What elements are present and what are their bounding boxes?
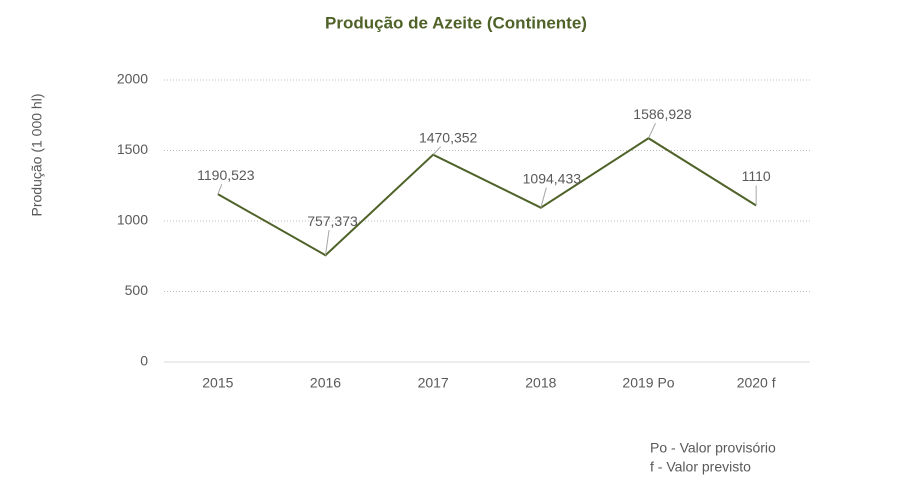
leader-line bbox=[432, 146, 442, 156]
data-label: 1190,523 bbox=[197, 167, 255, 183]
data-label: 1470,352 bbox=[419, 129, 478, 145]
data-label: 1094,433 bbox=[523, 170, 582, 186]
data-line bbox=[217, 137, 757, 257]
data-label: 1586,928 bbox=[633, 106, 692, 122]
x-tick-label: 2019 Po bbox=[622, 375, 674, 391]
chart-title: Produção de Azeite (Continente) bbox=[325, 13, 587, 32]
y-tick-label: 1000 bbox=[117, 212, 148, 228]
y-tick-label: 1500 bbox=[117, 141, 148, 157]
note: Po - Valor provisório bbox=[650, 440, 776, 456]
data-label: 757,373 bbox=[307, 213, 358, 229]
x-tick-label: 2016 bbox=[310, 375, 341, 391]
y-axis-label: Produção (1 000 hl) bbox=[29, 94, 45, 217]
y-tick-label: 500 bbox=[125, 282, 149, 298]
leader-line bbox=[217, 183, 223, 195]
x-tick-label: 2017 bbox=[418, 375, 449, 391]
data-label: 1110 bbox=[742, 168, 771, 184]
y-tick-label: 2000 bbox=[117, 71, 148, 87]
leader-line bbox=[325, 230, 330, 256]
x-tick-label: 2020 f bbox=[737, 375, 776, 391]
note: f - Valor previsto bbox=[650, 459, 751, 475]
leader-line bbox=[648, 123, 656, 139]
x-tick-label: 2018 bbox=[525, 375, 556, 391]
x-tick-label: 2015 bbox=[202, 375, 233, 391]
y-tick-label: 0 bbox=[140, 353, 148, 369]
leader-line bbox=[540, 187, 547, 208]
